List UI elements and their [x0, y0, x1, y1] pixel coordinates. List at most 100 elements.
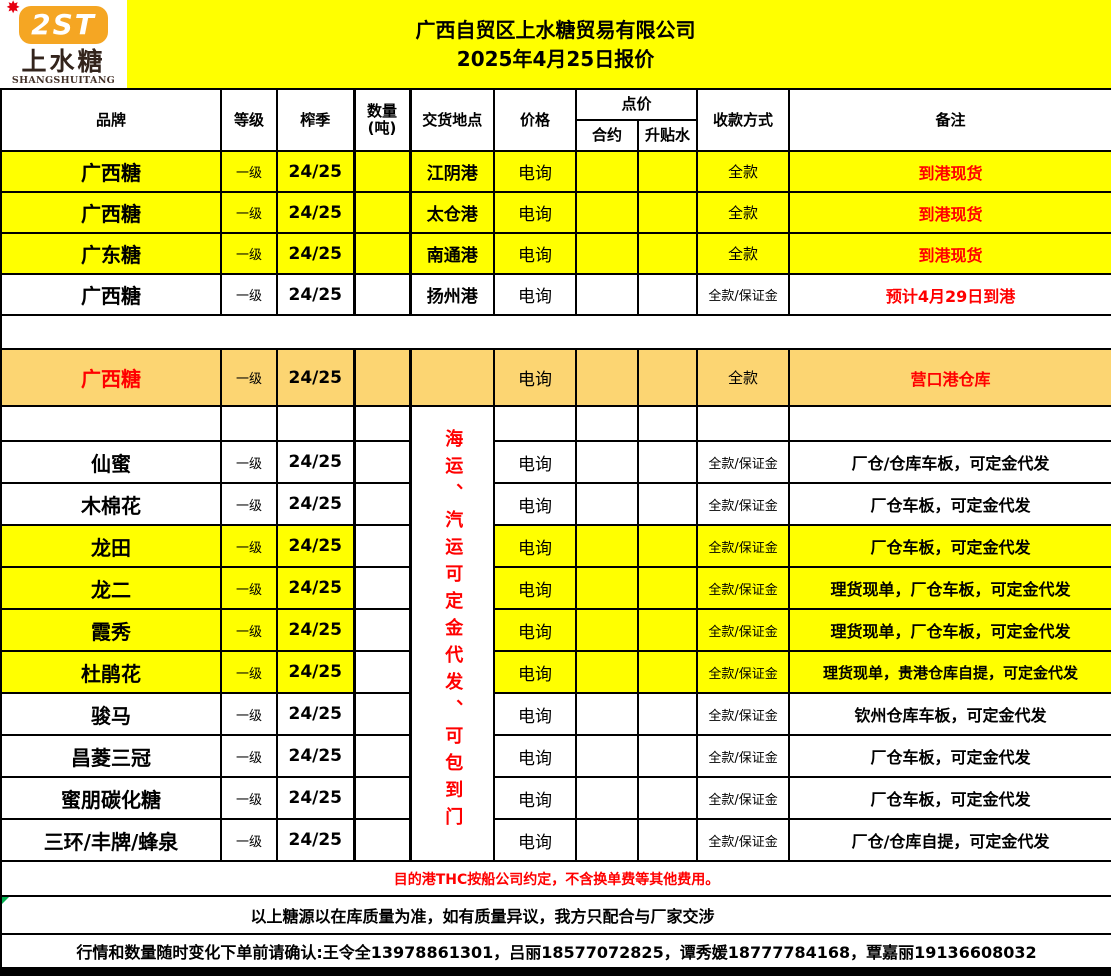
cell-grade: 一级 — [220, 524, 278, 568]
cell-qty — [352, 734, 412, 778]
cell-premium — [636, 776, 699, 820]
cell-season: 24/25 — [276, 232, 355, 275]
cell-brand — [0, 405, 222, 442]
cell-qty — [352, 191, 412, 234]
cell-note: 到港现货 — [788, 232, 1111, 275]
cell-note: 厂仓/仓库车板，可定金代发 — [788, 440, 1111, 484]
cell-contract — [575, 524, 639, 568]
shipping-method-vertical-text: 海运、汽运可定金代发、可包到门 — [442, 429, 464, 834]
masthead: 广西自贸区上水糖贸易有限公司 2025年4月25日报价 ✸ 2ST 上水糖 SH… — [0, 0, 1111, 88]
cell-qty — [352, 232, 412, 275]
cell-grade: 一级 — [220, 566, 278, 610]
cell-contract — [575, 608, 639, 652]
cell-payment: 全款/保证金 — [696, 440, 791, 484]
cell-season: 24/25 — [276, 818, 355, 862]
cell-season: 24/25 — [276, 191, 355, 234]
header-brand: 品牌 — [0, 88, 222, 152]
cell-grade: 一级 — [220, 692, 278, 736]
table-row: 广西糖 一级 24/25 太仓港 电询 全款 到港现货 — [0, 191, 1111, 234]
cell-brand: 杜鹃花 — [0, 650, 222, 694]
cell-note: 厂仓/仓库自提，可定金代发 — [788, 818, 1111, 862]
cell-grade: 一级 — [220, 650, 278, 694]
cell-grade: 一级 — [220, 818, 278, 862]
cell-brand: 广西糖 — [0, 273, 222, 316]
cell-payment — [696, 405, 791, 442]
cell-season: 24/25 — [276, 608, 355, 652]
header-payment: 收款方式 — [696, 88, 791, 152]
cell-port: 江阴港 — [409, 150, 495, 193]
cell-season — [276, 405, 355, 442]
cell-payment: 全款/保证金 — [696, 776, 791, 820]
cell-contract — [575, 734, 639, 778]
cell-grade: 一级 — [220, 150, 278, 193]
cell-premium — [636, 232, 699, 275]
cell-payment: 全款/保证金 — [696, 482, 791, 526]
cell-grade: 一级 — [220, 273, 278, 316]
cell-contract — [575, 191, 639, 234]
cell-brand: 广西糖 — [0, 348, 222, 407]
spacer-row — [0, 314, 1111, 350]
header-qty-line2: (吨) — [367, 119, 397, 137]
star-icon: ✸ — [6, 0, 21, 18]
cell-price: 电询 — [493, 150, 577, 193]
cell-qty — [352, 405, 412, 442]
cell-premium — [636, 692, 699, 736]
header-qty: 数量 (吨) — [352, 88, 412, 152]
cell-premium — [636, 524, 699, 568]
cell-season: 24/25 — [276, 273, 355, 316]
bottom-bar — [0, 969, 1111, 976]
cell-qty — [352, 692, 412, 736]
table-row: 龙田 一级 24/25 电询 全款/保证金 厂仓车板，可定金代发 — [0, 524, 1111, 568]
cell-brand: 木棉花 — [0, 482, 222, 526]
cell-qty — [352, 150, 412, 193]
cell-note: 营口港仓库 — [788, 348, 1111, 407]
cell-qty — [352, 776, 412, 820]
cell-payment: 全款/保证金 — [696, 273, 791, 316]
cell-grade: 一级 — [220, 482, 278, 526]
cell-contract — [575, 405, 639, 442]
cell-season: 24/25 — [276, 734, 355, 778]
cell-note: 到港现货 — [788, 150, 1111, 193]
cell-port: 南通港 — [409, 232, 495, 275]
cell-premium — [636, 608, 699, 652]
table-row: 蜜朋碳化糖 一级 24/25 电询 全款/保证金 厂仓车板，可定金代发 — [0, 776, 1111, 820]
cell-grade: 一级 — [220, 776, 278, 820]
cell-premium — [636, 273, 699, 316]
logo-company-name-latin: SHANGSHUITANG — [11, 75, 116, 86]
cell-price: 电询 — [493, 232, 577, 275]
company-title: 广西自贸区上水糖贸易有限公司 — [415, 17, 696, 42]
cell-season: 24/25 — [276, 150, 355, 193]
cell-brand: 霞秀 — [0, 608, 222, 652]
contact-note: 行情和数量随时变化下单前请确认:王令全13978861301，吕丽1857707… — [0, 933, 1111, 969]
cell-payment: 全款 — [696, 191, 791, 234]
title-block: 广西自贸区上水糖贸易有限公司 2025年4月25日报价 — [0, 0, 1111, 88]
cell-brand: 仙蜜 — [0, 440, 222, 484]
footer-row-contact: 行情和数量随时变化下单前请确认:王令全13978861301，吕丽1857707… — [0, 933, 1111, 969]
cell-note — [788, 405, 1111, 442]
cell-qty — [352, 440, 412, 484]
cell-contract — [575, 348, 639, 407]
cell-brand: 广西糖 — [0, 191, 222, 234]
green-flag-icon — [3, 898, 9, 904]
cell-payment: 全款/保证金 — [696, 734, 791, 778]
cell-contract — [575, 232, 639, 275]
cell-contract — [575, 818, 639, 862]
cell-qty — [352, 348, 412, 407]
cell-qty — [352, 608, 412, 652]
cell-price: 电询 — [493, 482, 577, 526]
cell-premium — [636, 650, 699, 694]
cell-payment: 全款/保证金 — [696, 608, 791, 652]
cell-price: 电询 — [493, 566, 577, 610]
table-row: 龙二 一级 24/25 电询 全款/保证金 理货现单，厂仓车板，可定金代发 — [0, 566, 1111, 610]
cell-contract — [575, 440, 639, 484]
cell-premium — [636, 191, 699, 234]
cell-qty — [352, 273, 412, 316]
logo-2st-mark: ✸ 2ST — [0, 0, 127, 48]
cell-brand: 蜜朋碳化糖 — [0, 776, 222, 820]
cell-contract — [575, 150, 639, 193]
cell-note: 厂仓车板，可定金代发 — [788, 482, 1111, 526]
logo-company-name: 上水糖 — [21, 47, 106, 76]
cell-grade: 一级 — [220, 232, 278, 275]
spacer-cell — [0, 314, 1111, 350]
cell-payment: 全款/保证金 — [696, 692, 791, 736]
